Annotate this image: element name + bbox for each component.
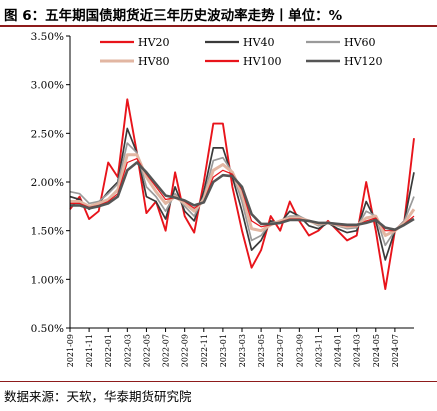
series-layer [69,98,416,291]
y-tick-label: 2.50% [31,128,64,140]
x-tick-label: 2023-07 [276,334,285,367]
legend-item-hv80: HV80 [100,55,170,68]
chart-axes: 0.50% 1.00% 1.50% 2.00% 2.50% 3.00% 3.50% 2021-… [31,31,414,367]
x-tick-label: 2022-11 [200,334,209,367]
title-rule [0,25,437,27]
legend-label: HV80 [138,55,170,68]
series-line-hv60 [69,142,415,247]
x-tick-label: 2023-11 [314,334,323,367]
volatility-line-chart: HV20 HV40 HV60 HV80 HV100 HV120 0.50% 1.00% 1.5… [31,31,416,367]
x-tick-label: 2022-03 [123,334,132,367]
series-line-hv20 [69,98,415,291]
footer-rule [0,381,437,382]
x-tick-label: 2023-09 [295,334,304,367]
y-tick-label: 3.00% [31,80,64,92]
y-tick-label: 3.50% [31,31,64,43]
x-tick-label: 2022-05 [142,334,151,367]
y-tick-label: 1.50% [31,226,64,238]
x-tick-label: 2024-05 [372,334,381,367]
legend-label: HV100 [243,55,282,68]
legend-item-hv60: HV60 [306,36,376,49]
x-tick-label: 2024-03 [353,334,362,367]
legend-item-hv120: HV120 [306,55,383,68]
legend-label: HV40 [243,36,275,49]
x-tick-label: 2023-01 [219,334,228,367]
legend-label: HV60 [344,36,376,49]
series-line-hv40 [69,127,415,261]
legend-label: HV120 [344,55,383,68]
x-tick-label: 2023-03 [238,334,247,367]
x-tick-label: 2021-09 [66,334,75,367]
legend-label: HV20 [138,36,170,49]
series-line-hv120 [70,161,415,231]
x-tick-label: 2022-07 [162,334,171,367]
x-tick-label: 2024-01 [334,334,343,367]
legend-item-hv20: HV20 [100,36,170,49]
legend-item-hv100: HV100 [205,55,282,68]
y-tick-label: 1.00% [31,274,64,286]
x-tick-label: 2022-01 [104,334,113,367]
y-tick-label: 2.00% [31,177,64,189]
legend-item-hv40: HV40 [205,36,275,49]
x-tick-label: 2022-09 [181,334,190,367]
chart-title: 图 6：五年期国债期货近三年历史波动率走势丨单位：% [4,8,343,24]
chart-legend: HV20 HV40 HV60 HV80 HV100 HV120 [100,36,383,68]
x-tick-label: 2021-11 [85,334,94,367]
x-tick-label: 2023-05 [257,334,266,367]
x-tick-label: 2024-07 [391,334,400,367]
y-tick-label: 0.50% [31,323,64,335]
data-source: 数据来源：天软，华泰期货研究院 [4,389,192,404]
